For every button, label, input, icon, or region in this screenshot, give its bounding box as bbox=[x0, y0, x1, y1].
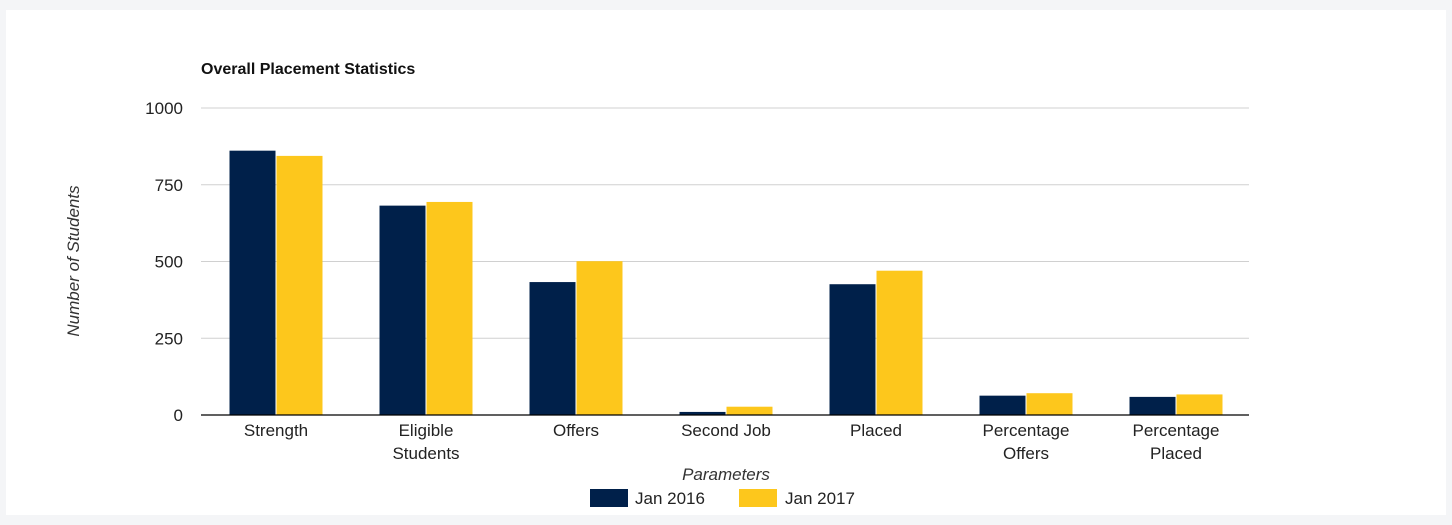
legend-swatch bbox=[739, 489, 777, 507]
x-tick-label: Second Job bbox=[681, 421, 771, 440]
y-tick-labels: 0 250 500 750 1000 bbox=[145, 99, 183, 425]
x-tick-label: Percentage Placed bbox=[1133, 421, 1220, 463]
bar-jan-2017 bbox=[276, 155, 323, 415]
x-tick-label: Percentage Offers bbox=[983, 421, 1070, 463]
x-tick-labels: Strength Eligible Students Offers Second Job… bbox=[244, 421, 1220, 463]
bar-jan-2017 bbox=[876, 270, 923, 415]
y-tick-label: 750 bbox=[155, 176, 183, 195]
x-tick-label: Offers bbox=[553, 421, 599, 440]
bar-jan-2016 bbox=[529, 282, 576, 415]
x-tick-label: Eligible Students bbox=[392, 421, 459, 463]
bar-jan-2017 bbox=[726, 406, 773, 415]
bar-jan-2016 bbox=[379, 205, 426, 415]
bar-jan-2017 bbox=[426, 201, 473, 415]
legend-label: Jan 2017 bbox=[785, 489, 855, 508]
y-axis-label: Number of Students bbox=[64, 185, 83, 337]
gridlines bbox=[201, 107, 1249, 339]
x-tick-label: Strength bbox=[244, 421, 308, 440]
x-tick-label: Placed bbox=[850, 421, 902, 440]
y-tick-label: 0 bbox=[174, 406, 183, 425]
bar-jan-2016 bbox=[229, 150, 276, 415]
legend-swatch bbox=[590, 489, 628, 507]
bar-jan-2017 bbox=[1026, 393, 1073, 415]
y-tick-label: 500 bbox=[155, 253, 183, 272]
bar-jan-2016 bbox=[829, 284, 876, 415]
bar-jan-2016 bbox=[679, 411, 726, 415]
legend-label: Jan 2016 bbox=[635, 489, 705, 508]
y-tick-label: 1000 bbox=[145, 99, 183, 118]
x-axis-label: Parameters bbox=[682, 465, 770, 484]
bars bbox=[229, 150, 1223, 415]
legend: Jan 2016 Jan 2017 bbox=[590, 489, 855, 508]
bar-jan-2016 bbox=[979, 395, 1026, 415]
chart-title: Overall Placement Statistics bbox=[201, 61, 415, 78]
bar-jan-2017 bbox=[576, 261, 623, 415]
y-tick-label: 250 bbox=[155, 329, 183, 348]
bar-jan-2016 bbox=[1129, 396, 1176, 415]
bar-jan-2017 bbox=[1176, 394, 1223, 415]
